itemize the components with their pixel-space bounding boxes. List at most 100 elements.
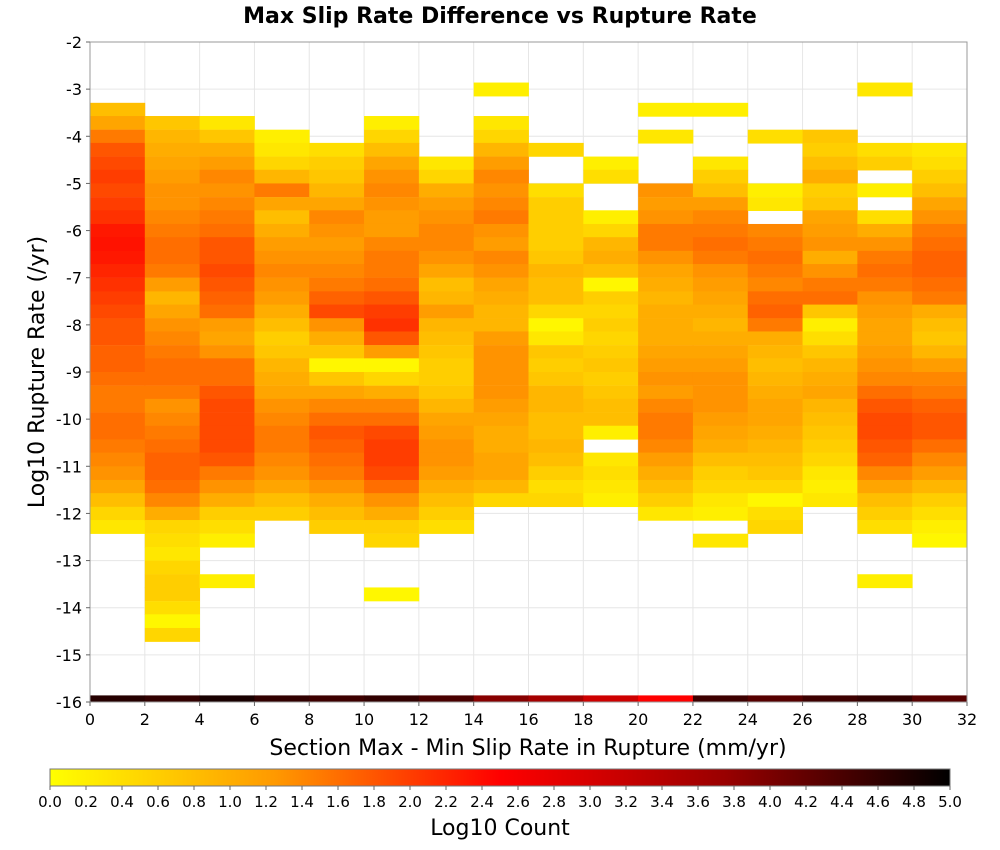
heatmap-cell bbox=[857, 372, 913, 386]
heatmap-cell bbox=[309, 466, 365, 481]
heatmap-cell bbox=[638, 385, 694, 400]
heatmap-cell bbox=[309, 304, 365, 319]
heatmap-cell bbox=[802, 197, 858, 211]
colorbar-tick-label: 1.8 bbox=[362, 793, 386, 811]
heatmap-cell bbox=[473, 291, 529, 306]
x-tick-label: 18 bbox=[573, 710, 593, 729]
heatmap-cell bbox=[473, 385, 529, 400]
heatmap-cell bbox=[857, 412, 913, 427]
chart-title: Max Slip Rate Difference vs Rupture Rate bbox=[243, 4, 757, 29]
heatmap-cell bbox=[199, 250, 255, 265]
heatmap-cell bbox=[90, 493, 146, 508]
heatmap-cell bbox=[90, 250, 146, 265]
heatmap-cell bbox=[692, 479, 749, 494]
heatmap-cell bbox=[528, 385, 584, 400]
heatmap-cell bbox=[747, 439, 803, 454]
heatmap-cell bbox=[309, 345, 365, 360]
x-tick-label: 14 bbox=[464, 710, 484, 729]
heatmap-cell bbox=[912, 358, 968, 373]
colorbar-tick-label: 0.4 bbox=[110, 793, 134, 811]
heatmap-cell bbox=[638, 183, 694, 198]
x-tick-label: 8 bbox=[304, 710, 314, 729]
heatmap-cell bbox=[309, 412, 365, 427]
heatmap-cell bbox=[583, 210, 639, 225]
x-tick-label: 28 bbox=[847, 710, 867, 729]
heatmap-cell bbox=[254, 372, 310, 386]
heatmap-cell bbox=[309, 156, 365, 171]
heatmap-cell bbox=[199, 439, 255, 454]
heatmap-cell bbox=[144, 412, 201, 427]
heatmap-cell bbox=[90, 102, 146, 117]
colorbar-tick-label: 1.0 bbox=[218, 793, 242, 811]
colorbar bbox=[49, 768, 951, 787]
heatmap-cell bbox=[364, 345, 420, 360]
heatmap-cell bbox=[364, 385, 420, 400]
heatmap-cell bbox=[418, 520, 475, 534]
x-tick-label: 22 bbox=[683, 710, 703, 729]
heatmap-cell-bottom bbox=[309, 695, 365, 702]
heatmap-cell bbox=[528, 264, 584, 278]
colorbar-tick-label: 4.0 bbox=[758, 793, 782, 811]
heatmap-cell bbox=[309, 237, 365, 252]
heatmap-cell bbox=[528, 197, 584, 211]
x-tick-label: 26 bbox=[792, 710, 812, 729]
heatmap-cell bbox=[364, 183, 420, 198]
heatmap-cell bbox=[418, 412, 475, 427]
heatmap-cell bbox=[802, 358, 858, 373]
heatmap-cell bbox=[528, 398, 584, 413]
heatmap-cell bbox=[583, 479, 639, 494]
heatmap-cell bbox=[254, 479, 310, 494]
heatmap-cell bbox=[638, 398, 694, 413]
heatmap-cell bbox=[583, 304, 639, 319]
heatmap-cell bbox=[144, 560, 201, 575]
heatmap-cell bbox=[199, 197, 255, 211]
heatmap-cell bbox=[857, 398, 913, 413]
heatmap-cell bbox=[528, 223, 584, 238]
y-tick-label: -11 bbox=[56, 457, 82, 476]
heatmap-cell bbox=[692, 197, 749, 211]
heatmap-cell bbox=[857, 574, 913, 589]
heatmap-cell bbox=[528, 318, 584, 333]
heatmap-cell bbox=[528, 142, 584, 157]
heatmap-cell bbox=[802, 291, 858, 306]
heatmap-cell bbox=[364, 533, 420, 548]
colorbar-tick-label: 5.0 bbox=[938, 793, 962, 811]
colorbar-tick-label: 2.4 bbox=[470, 793, 494, 811]
colorbar-tick-label: 2.8 bbox=[542, 793, 566, 811]
heatmap-cell bbox=[90, 156, 146, 171]
heatmap-cell bbox=[912, 142, 968, 157]
heatmap-cell bbox=[90, 291, 146, 306]
heatmap-cell bbox=[802, 277, 858, 292]
heatmap-cell bbox=[309, 331, 365, 346]
heatmap-cell bbox=[857, 223, 913, 238]
heatmap-cell-bottom bbox=[692, 695, 749, 702]
heatmap-cell bbox=[583, 466, 639, 481]
heatmap-cell bbox=[364, 116, 420, 130]
heatmap-cell bbox=[418, 277, 475, 292]
heatmap-cell bbox=[692, 398, 749, 413]
heatmap-cell bbox=[473, 223, 529, 238]
x-tick-label: 12 bbox=[409, 710, 429, 729]
heatmap-cell bbox=[802, 250, 858, 265]
heatmap-cell bbox=[912, 264, 968, 278]
heatmap-cell bbox=[90, 452, 146, 467]
heatmap-cell bbox=[144, 223, 201, 238]
heatmap-cell bbox=[90, 183, 146, 198]
heatmap-cell bbox=[692, 237, 749, 252]
colorbar-tick-label: 4.4 bbox=[830, 793, 854, 811]
y-tick-label: -4 bbox=[66, 127, 82, 146]
heatmap-cell bbox=[254, 277, 310, 292]
heatmap-cell bbox=[199, 412, 255, 427]
heatmap-cell bbox=[418, 264, 475, 278]
heatmap-cell bbox=[692, 250, 749, 265]
heatmap-cell-bottom bbox=[802, 695, 858, 702]
heatmap-cell bbox=[912, 439, 968, 454]
x-tick-label: 16 bbox=[518, 710, 538, 729]
heatmap-cell bbox=[309, 358, 365, 373]
heatmap-cell bbox=[254, 304, 310, 319]
heatmap-cell bbox=[473, 412, 529, 427]
heatmap-cell bbox=[857, 304, 913, 319]
heatmap-cell-bottom bbox=[912, 695, 968, 702]
colorbar-tick-label: 1.2 bbox=[254, 793, 278, 811]
heatmap-cell bbox=[692, 102, 749, 117]
